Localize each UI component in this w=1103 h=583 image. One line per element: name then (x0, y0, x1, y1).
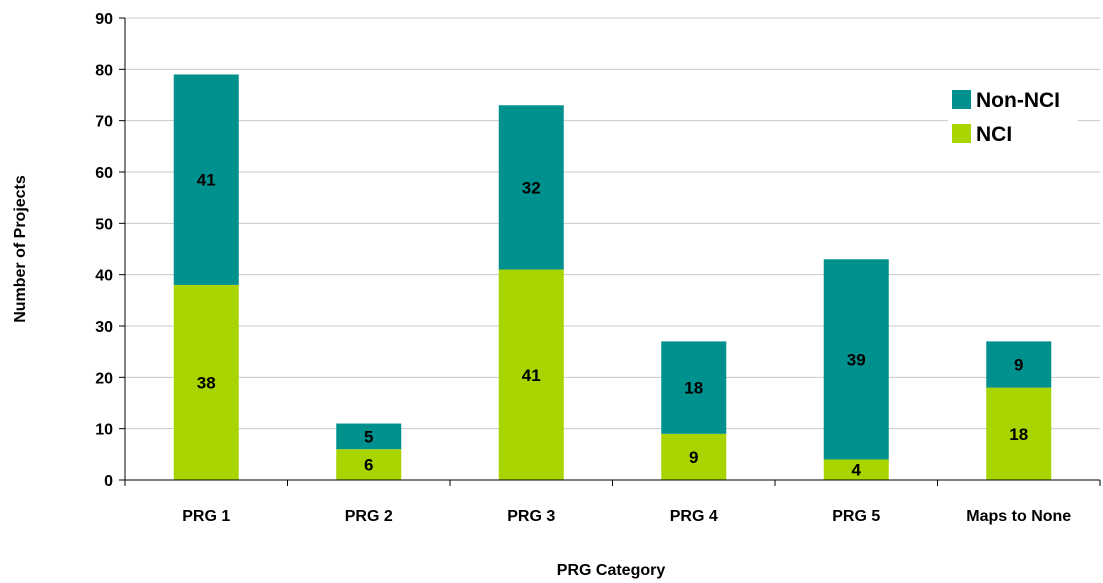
x-tick-label: Maps to None (966, 508, 1071, 525)
data-label: 32 (522, 178, 541, 197)
bar-segment-non-nci (336, 423, 402, 450)
legend-swatch-nci (952, 124, 971, 143)
data-label: 39 (847, 350, 866, 369)
y-tick-label: 60 (95, 165, 113, 182)
y-tick-label: 40 (95, 268, 113, 285)
data-label: 41 (197, 171, 216, 190)
y-axis-title: Number of Projects (12, 175, 29, 323)
gridlines (125, 17, 1100, 430)
x-tick-label: PRG 3 (507, 508, 555, 525)
y-tick-label: 80 (95, 62, 113, 79)
bar-segment-non-nci (986, 341, 1052, 388)
data-label: 9 (1014, 356, 1023, 375)
x-tick-label: PRG 4 (670, 508, 718, 525)
data-label: 18 (1009, 425, 1028, 444)
bar-segment-non-nci (498, 105, 564, 270)
data-label: 9 (689, 448, 698, 467)
bar-segment-nci (498, 269, 564, 480)
data-label: 41 (522, 366, 541, 385)
segment-labels: 38 41 6 5 41 32 9 18 4 39 18 9 (197, 171, 1028, 480)
legend: Non-NCI NCI (948, 78, 1078, 160)
y-tick-label: 50 (95, 216, 113, 233)
tick-labels: 0 10 20 30 40 50 60 70 80 90 PRG 1 PRG 2 PRG 3 PRG 4 P… (95, 11, 1071, 525)
bar-segment-non-nci (823, 259, 889, 460)
y-tick-label: 30 (95, 319, 113, 336)
y-tick-label: 90 (95, 11, 113, 28)
legend-label: NCI (976, 123, 1012, 146)
bar-segment-nci (986, 387, 1052, 480)
bar-segment-nci (823, 459, 889, 480)
data-label: 5 (364, 427, 373, 446)
legend-label: Non-NCI (976, 89, 1060, 112)
bar-segment-nci (661, 433, 727, 480)
x-tick-label: PRG 2 (345, 508, 393, 525)
data-label: 6 (364, 456, 373, 475)
x-tick-label: PRG 5 (832, 508, 880, 525)
y-tick-label: 10 (95, 422, 113, 439)
bar-segment-nci (336, 449, 402, 480)
bars (173, 74, 1052, 480)
x-tick-label: PRG 1 (182, 508, 230, 525)
data-label: 18 (684, 379, 703, 398)
x-axis-title: PRG Category (557, 562, 666, 579)
y-tick-label: 0 (104, 473, 113, 490)
bar-segment-nci (173, 284, 239, 480)
data-label: 38 (197, 373, 216, 392)
data-label: 4 (852, 461, 862, 480)
bar-segment-non-nci (173, 74, 239, 285)
bar-segment-non-nci (661, 341, 727, 434)
axes (119, 17, 1101, 486)
y-tick-label: 70 (95, 114, 113, 131)
legend-swatch-non-nci (952, 90, 971, 109)
y-tick-label: 20 (95, 370, 113, 387)
